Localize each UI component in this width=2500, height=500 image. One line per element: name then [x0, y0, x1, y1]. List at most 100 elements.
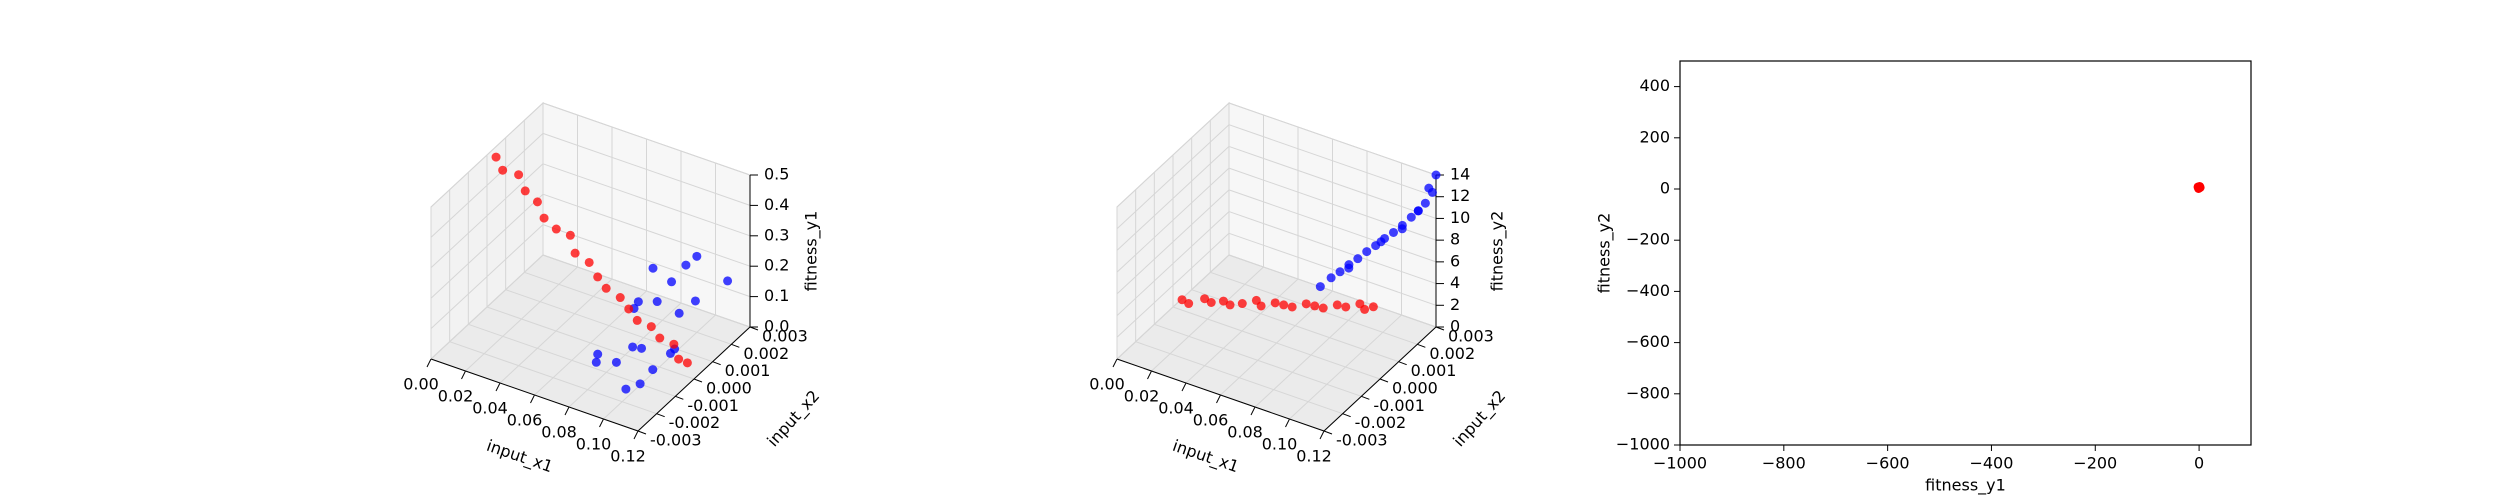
point: [1332, 300, 1342, 310]
grid-line: [1116, 254, 1230, 360]
y-tick-label: 0.000: [1392, 379, 1438, 398]
point: [1424, 183, 1434, 193]
grid-line: [1116, 124, 1230, 230]
grid-line: [1228, 124, 1437, 198]
axis-line: [637, 326, 751, 432]
x-tick: [599, 418, 604, 428]
point: [615, 293, 625, 303]
z-tick-label: 4: [1450, 273, 1460, 292]
z-axis-label: fitness_y2: [1488, 211, 1508, 292]
y-tick: [1398, 361, 1407, 366]
point: [1287, 302, 1297, 312]
y-tick-label: -0.002: [1355, 413, 1407, 432]
grid-line: [1228, 102, 1437, 176]
y-tick: [1323, 430, 1333, 435]
point: [565, 230, 575, 240]
z-tick-label: 6: [1450, 251, 1460, 270]
y-tick: [1361, 395, 1370, 400]
grid-line: [430, 254, 544, 360]
point: [601, 283, 611, 293]
x-tick-label: −200: [2073, 454, 2117, 473]
point: [1406, 212, 1416, 222]
x-tick: [1147, 370, 1152, 380]
x-axis-label: input_x1: [1170, 436, 1242, 477]
y-tick-label: 0.001: [1411, 361, 1457, 380]
z-axis-label: fitness_y1: [802, 211, 822, 292]
x-tick-label: 0.04: [472, 399, 508, 418]
point: [1376, 237, 1386, 247]
grid-line: [542, 193, 751, 267]
point: [637, 343, 647, 353]
y-tick-label: -0.001: [1373, 396, 1425, 415]
x-tick-label: 0.08: [1227, 423, 1263, 442]
point: [1360, 304, 1370, 314]
point: [1362, 247, 1372, 257]
point: [1200, 294, 1210, 304]
point: [570, 248, 580, 258]
point: [1177, 295, 1187, 305]
point: [648, 365, 658, 375]
axis-line: [1116, 358, 1325, 432]
plot-area: [1679, 60, 2252, 446]
z-tick-label: 0.0: [764, 317, 789, 336]
x-tick: [1319, 430, 1325, 440]
x-tick-label: 0.02: [438, 387, 474, 406]
z-tick-label: 0.2: [764, 256, 789, 275]
x-tick-label: 0.08: [541, 423, 577, 442]
z-tick-label: 12: [1450, 186, 1470, 205]
grid-line: [1228, 254, 1437, 328]
z-tick-label: 0.1: [764, 286, 789, 305]
y-tick: [731, 343, 740, 348]
point: [1315, 282, 1325, 292]
point: [669, 339, 679, 349]
point: [674, 308, 684, 318]
y-tick: [1417, 343, 1426, 348]
x-tick-label: 0.00: [403, 375, 439, 394]
z-tick-label: 14: [1450, 165, 1470, 184]
x-tick-label: 0.06: [1193, 411, 1229, 430]
axes-3d: 0.000.020.040.060.080.100.12-0.003-0.002…: [403, 101, 824, 477]
axis-line: [430, 358, 639, 432]
point: [1335, 267, 1345, 277]
grid-line: [1116, 102, 1230, 208]
z-tick-label: 8: [1450, 230, 1460, 249]
y-tick-label: 0.000: [706, 379, 752, 398]
point: [628, 342, 638, 352]
axis-line: [1323, 326, 1437, 432]
point: [491, 152, 501, 162]
y-tick-label: -0.003: [1336, 431, 1388, 450]
y-tick-label: 400: [1639, 76, 1670, 95]
point: [514, 170, 524, 180]
x-tick-label: 0.04: [1158, 399, 1194, 418]
z-tick-label: 0.4: [764, 195, 789, 214]
point: [1310, 301, 1320, 311]
point: [1397, 224, 1407, 234]
z-tick-label: 0.3: [764, 225, 789, 244]
point: [1413, 206, 1423, 216]
grid-line: [542, 163, 751, 237]
point: [1301, 299, 1311, 309]
y-tick-label: -0.002: [669, 413, 721, 432]
point: [682, 358, 692, 368]
grid-line: [1116, 167, 1230, 273]
z-tick-label: 2: [1450, 295, 1460, 314]
point: [1206, 298, 1216, 308]
y-tick: [693, 378, 703, 383]
grid-line: [430, 163, 544, 269]
point: [1368, 302, 1378, 312]
y-tick-label: -0.001: [687, 396, 739, 415]
y-tick-label: 0: [1660, 179, 1670, 198]
y-tick: [712, 361, 721, 366]
point: [692, 251, 702, 261]
y-tick-label: 0.003: [1448, 327, 1494, 346]
x-axis-label: fitness_y1: [1925, 476, 2006, 496]
y-tick-label: 0.002: [743, 344, 789, 363]
grid-line: [430, 133, 544, 238]
x-tick: [495, 382, 501, 392]
point: [1225, 300, 1235, 310]
point: [690, 296, 700, 306]
y-tick-label: 200: [1639, 127, 1670, 146]
grid-line: [1228, 232, 1437, 306]
y-axis-label: fitness_y2: [1595, 213, 1615, 294]
